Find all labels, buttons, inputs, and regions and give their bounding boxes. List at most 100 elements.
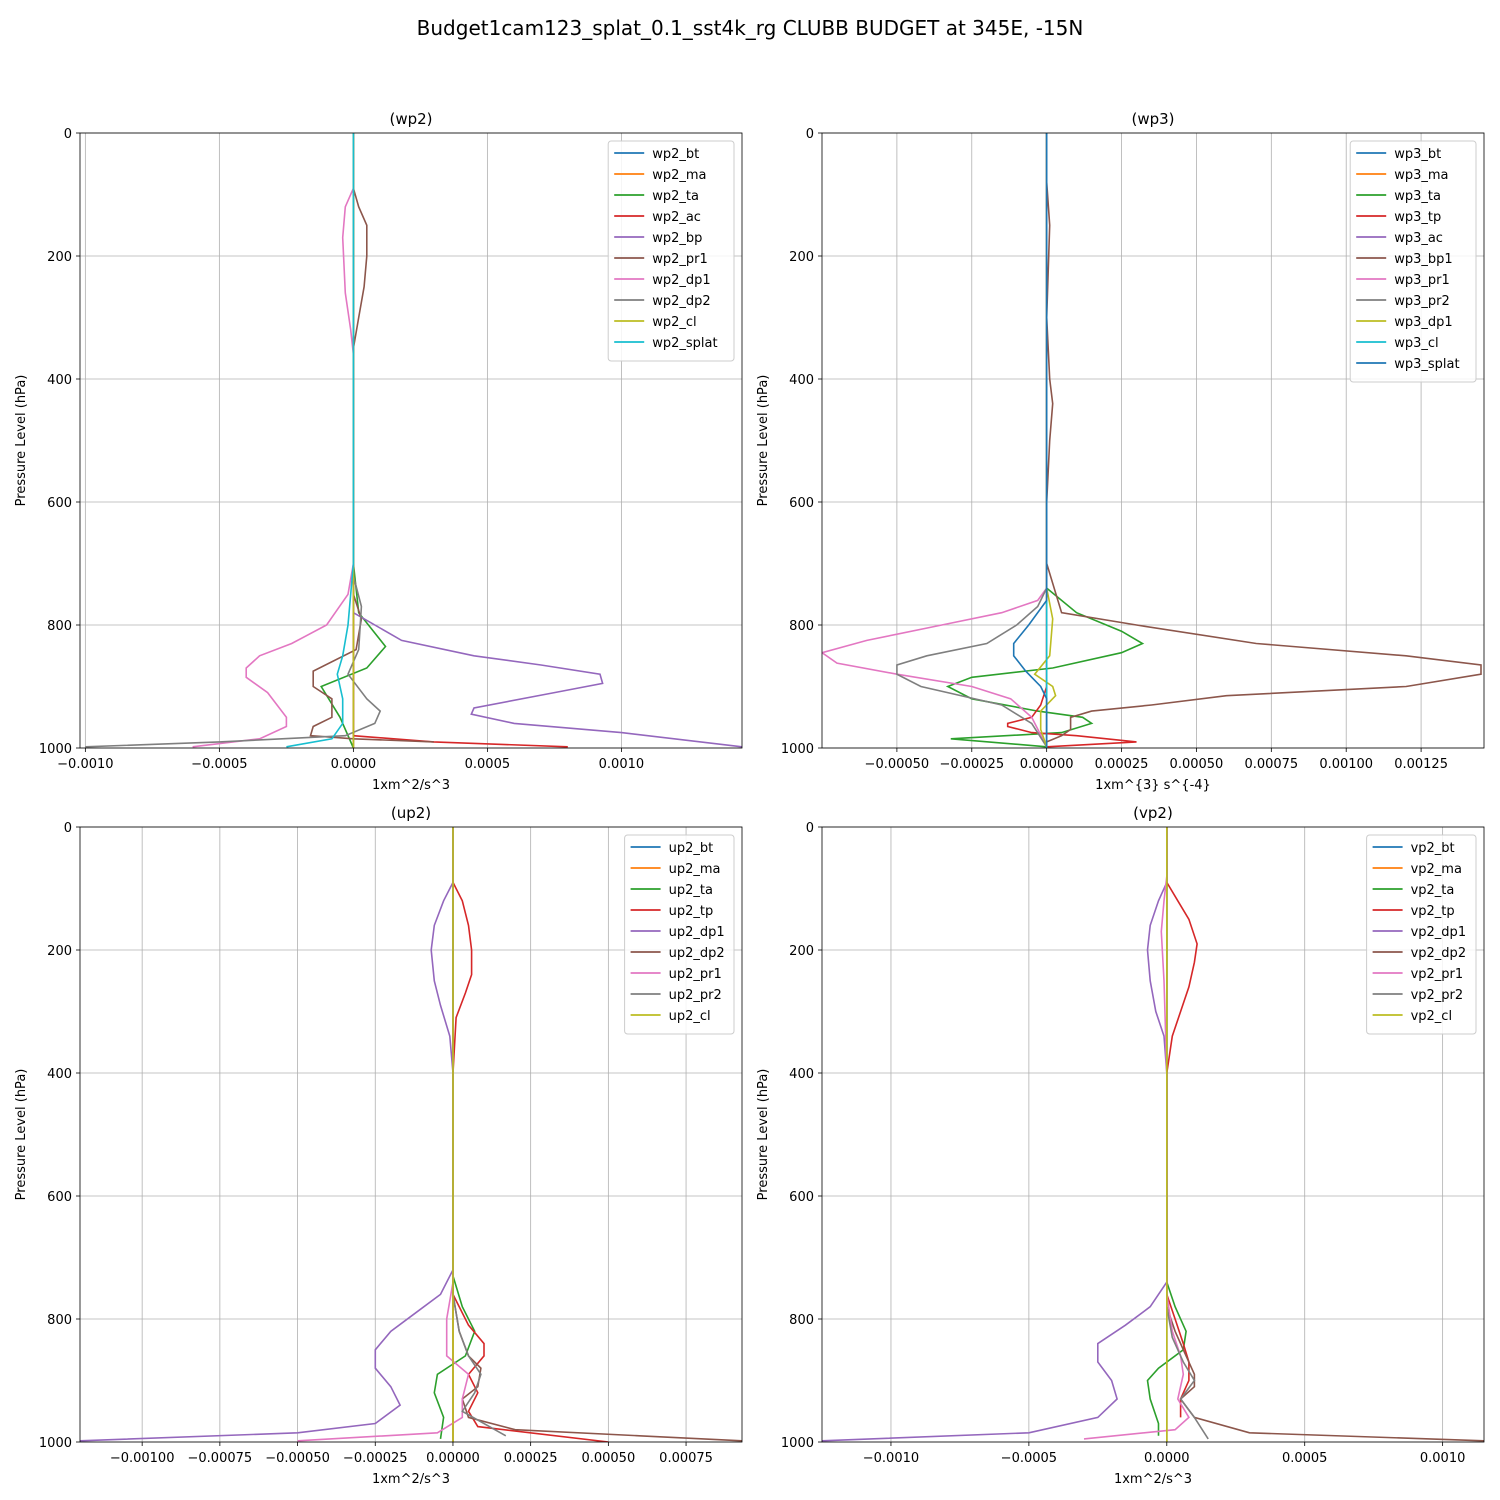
y-tick-label: 600 bbox=[47, 1190, 72, 1205]
legend-label: vp2_dp1 bbox=[1411, 925, 1467, 940]
series-line-up2_dp1 bbox=[80, 827, 454, 1442]
x-tick-label: 0.0000 bbox=[1144, 1451, 1190, 1466]
plot-frame bbox=[821, 132, 1485, 749]
x-tick-label: 0.0005 bbox=[1282, 1451, 1328, 1466]
y-tick-label: 800 bbox=[789, 1313, 814, 1328]
legend-label: wp2_ta bbox=[652, 189, 699, 204]
y-tick-label: 200 bbox=[789, 944, 814, 959]
legend: wp2_bt wp2_ma wp2_ta wp2_ac wp2_bp wp2_pr1 wp2… bbox=[607, 140, 735, 362]
y-tick-label: 200 bbox=[47, 944, 72, 959]
legend-label: up2_dp2 bbox=[669, 946, 725, 961]
y-tick-label: 200 bbox=[47, 250, 72, 265]
legend-label: wp3_cl bbox=[1394, 336, 1438, 351]
legend-label: up2_bt bbox=[669, 841, 714, 856]
legend-label: vp2_ta bbox=[1411, 883, 1455, 898]
series-line-wp3_dp1 bbox=[1033, 133, 1057, 748]
legend-label: wp3_dp1 bbox=[1394, 315, 1452, 330]
legend-box bbox=[1366, 834, 1477, 1035]
y-tick-label: 800 bbox=[47, 1313, 72, 1328]
x-tick-label: 0.0010 bbox=[599, 757, 645, 772]
chart-title: (vp2) bbox=[1133, 804, 1173, 822]
legend-label: up2_cl bbox=[669, 1009, 711, 1024]
x-tick-label: 0.00125 bbox=[1394, 757, 1448, 772]
y-tick-label: 600 bbox=[47, 496, 72, 511]
legend-label: wp2_ma bbox=[652, 168, 706, 183]
x-axis-label: 1xm^2/s^3 bbox=[372, 778, 450, 793]
series-line-wp3_bp1 bbox=[1045, 133, 1482, 743]
legend-label: vp2_pr2 bbox=[1411, 988, 1464, 1003]
legend-label: up2_ma bbox=[669, 862, 721, 877]
legend-label: wp2_ac bbox=[652, 210, 701, 225]
x-tick-label: −0.00050 bbox=[865, 757, 930, 772]
legend-label: wp3_tp bbox=[1394, 210, 1441, 225]
x-tick-label: 0.0000 bbox=[331, 757, 377, 772]
legend-label: vp2_bt bbox=[1411, 841, 1455, 856]
x-tick-label: 0.0010 bbox=[1420, 1451, 1466, 1466]
series-line-wp3_pr1 bbox=[822, 133, 1048, 748]
legend: vp2_bt vp2_ma vp2_ta vp2_tp vp2_dp1 vp2_dp2vp… bbox=[1366, 834, 1477, 1035]
series-line-wp3_ta bbox=[945, 133, 1145, 748]
y-tick-label: 0 bbox=[806, 127, 814, 142]
series-line-vp2_dp1 bbox=[822, 827, 1168, 1442]
x-tick-label: −0.00050 bbox=[265, 1451, 330, 1466]
series-line-up2_pr1 bbox=[297, 827, 470, 1442]
legend-label: wp2_bt bbox=[652, 147, 699, 162]
y-tick-label: 400 bbox=[47, 373, 72, 388]
series-line-vp2_tp bbox=[1166, 827, 1198, 1418]
legend-label: wp2_bp bbox=[652, 231, 702, 246]
legend-label: up2_pr2 bbox=[669, 988, 722, 1003]
series-line-vp2_pr1 bbox=[1083, 827, 1190, 1440]
chart-title: (up2) bbox=[391, 804, 431, 822]
y-tick-label: 400 bbox=[47, 1067, 72, 1082]
plot-frame bbox=[79, 826, 743, 1443]
legend-label: wp3_ac bbox=[1394, 231, 1443, 246]
legend-label: wp3_bt bbox=[1394, 147, 1441, 162]
x-tick-label: −0.0010 bbox=[57, 757, 113, 772]
x-tick-label: −0.00100 bbox=[110, 1451, 175, 1466]
y-axis-label: Pressure Level (hPa) bbox=[756, 375, 771, 507]
series-line-up2_pr2 bbox=[452, 827, 507, 1437]
series-line-wp2_pr1 bbox=[309, 133, 434, 743]
legend-label: vp2_cl bbox=[1411, 1009, 1452, 1024]
series-line-up2_ta bbox=[433, 827, 476, 1440]
x-tick-label: 0.00100 bbox=[1319, 757, 1373, 772]
y-tick-label: 1000 bbox=[39, 1436, 72, 1451]
x-tick-label: 0.00025 bbox=[504, 1451, 558, 1466]
y-tick-label: 600 bbox=[789, 496, 814, 511]
chart-panel-0: −0.0010 −0.0005 0.0000 0.0005 0.0010 0 200 400 6… bbox=[14, 110, 743, 793]
y-axis-label: Pressure Level (hPa) bbox=[756, 1069, 771, 1201]
y-tick-label: 0 bbox=[64, 127, 72, 142]
series-line-wp2_dp2 bbox=[85, 133, 382, 748]
series-line-wp2_splat bbox=[286, 133, 355, 748]
x-tick-label: 0.00075 bbox=[1244, 757, 1298, 772]
legend-box bbox=[624, 834, 735, 1035]
y-axis-label: Pressure Level (hPa) bbox=[14, 375, 29, 507]
chart-title: (wp3) bbox=[1131, 110, 1174, 128]
chart-panel-1: −0.00050 −0.00025 0.00000 0.00025 0.00050 0.0… bbox=[756, 110, 1485, 793]
x-tick-label: 0.00050 bbox=[581, 1451, 635, 1466]
legend-box bbox=[607, 140, 735, 362]
legend-label: up2_ta bbox=[669, 883, 713, 898]
x-tick-label: 0.0005 bbox=[465, 757, 511, 772]
x-tick-label: −0.00025 bbox=[939, 757, 1004, 772]
x-tick-label: −0.0010 bbox=[863, 1451, 919, 1466]
legend-label: vp2_tp bbox=[1411, 904, 1455, 919]
y-tick-label: 0 bbox=[64, 821, 72, 836]
legend-label: vp2_pr1 bbox=[1411, 967, 1464, 982]
x-tick-label: 0.00000 bbox=[1020, 757, 1074, 772]
x-tick-label: 0.00025 bbox=[1095, 757, 1149, 772]
legend-label: wp3_splat bbox=[1394, 357, 1459, 372]
legend: wp3_bt wp3_ma wp3_ta wp3_tp wp3_ac wp3_bp1 wp3… bbox=[1349, 140, 1477, 383]
legend-label: wp3_ma bbox=[1394, 168, 1448, 183]
y-tick-label: 1000 bbox=[781, 742, 814, 757]
figure-title: Budget1cam123_splat_0.1_sst4k_rg CLUBB B… bbox=[416, 16, 1084, 40]
legend-label: vp2_ma bbox=[1411, 862, 1462, 877]
x-tick-label: 0.00075 bbox=[659, 1451, 713, 1466]
series-line-wp2_ac bbox=[352, 133, 568, 748]
legend-label: up2_pr1 bbox=[669, 967, 722, 982]
legend-label: wp2_splat bbox=[652, 336, 717, 351]
legend: up2_bt up2_ma up2_ta up2_tp up2_dp1 up2_dp2up… bbox=[624, 834, 735, 1035]
legend-label: wp2_cl bbox=[652, 315, 696, 330]
y-tick-label: 600 bbox=[789, 1190, 814, 1205]
